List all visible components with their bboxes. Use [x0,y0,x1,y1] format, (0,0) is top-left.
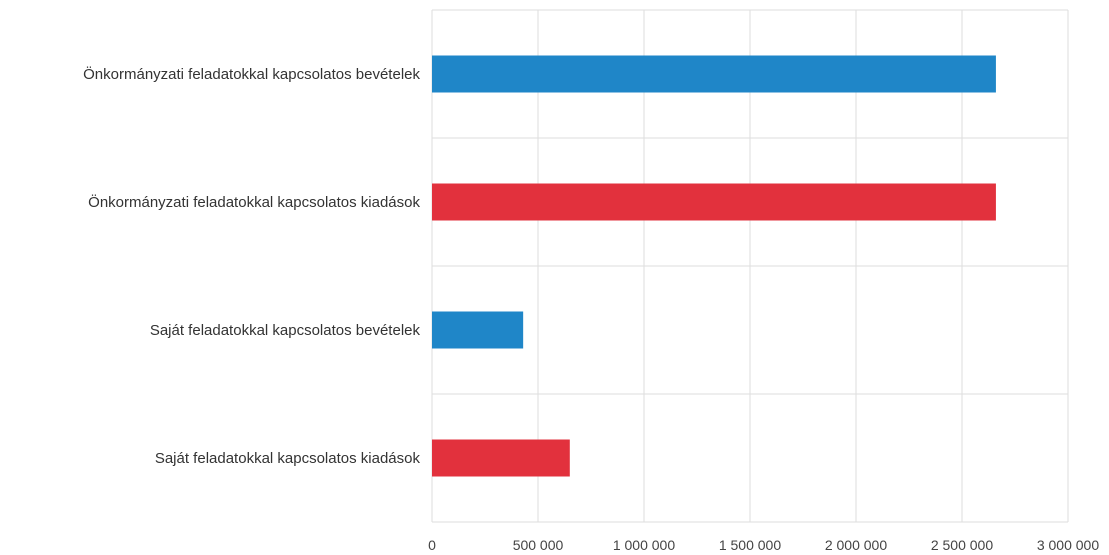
x-tick-label: 500 000 [513,537,564,553]
x-tick-label: 1 000 000 [613,537,675,553]
category-label: Saját feladatokkal kapcsolatos bevételek [150,322,421,339]
x-tick-label: 2 500 000 [931,537,993,553]
x-tick-label: 2 000 000 [825,537,887,553]
bar [432,439,570,477]
x-tick-label: 1 500 000 [719,537,781,553]
grid-lines [431,9,1069,523]
x-tick-label: 3 000 000 [1037,537,1099,553]
category-label: Saját feladatokkal kapcsolatos kiadások [155,450,421,467]
bar [432,55,996,93]
category-label: Önkormányzati feladatokkal kapcsolatos b… [83,65,420,83]
bars [432,55,996,477]
bar [432,183,996,221]
x-tick-labels: 0 500 000 1 000 000 1 500 000 2 000 000 2 500… [428,537,1099,553]
category-label: Önkormányzati feladatokkal kapcsolatos k… [88,193,420,211]
bar [432,311,524,349]
category-labels: Önkormányzati feladatokkal kapcsolatos b… [83,65,420,467]
x-tick-label: 0 [428,537,436,553]
